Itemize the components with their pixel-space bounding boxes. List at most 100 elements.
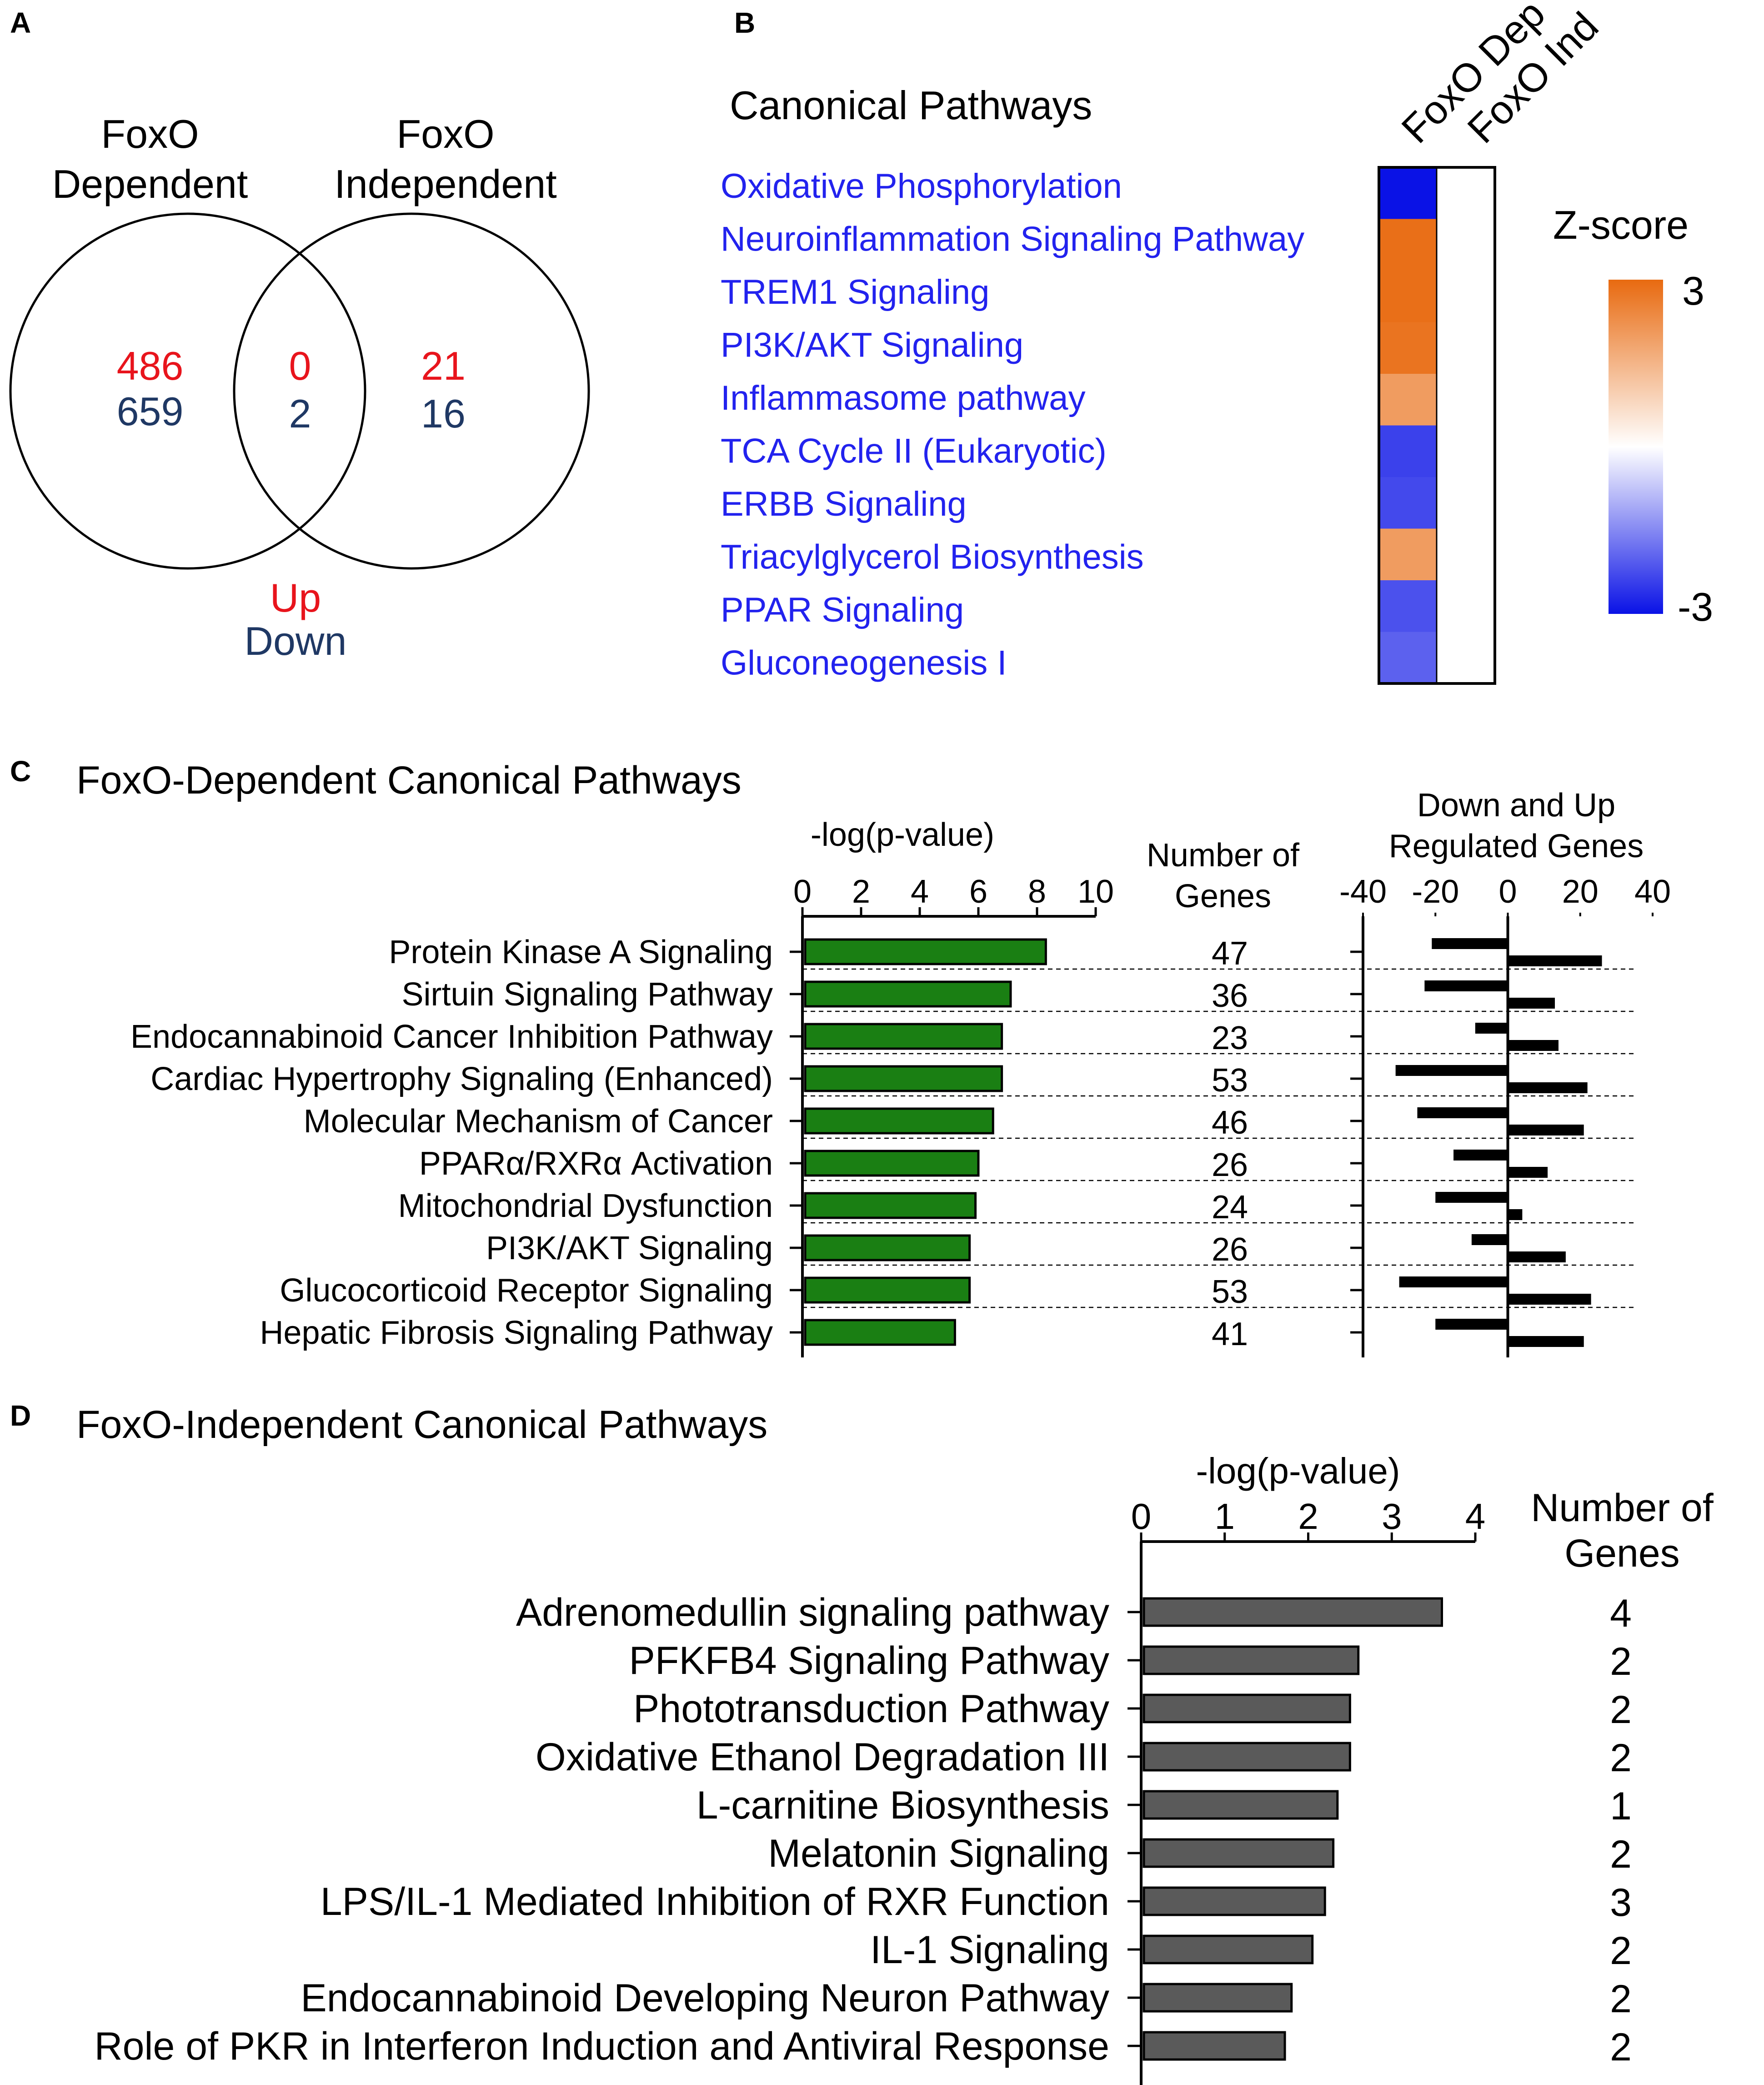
- heatmap-cell: [1437, 580, 1495, 632]
- panel-c-gene-count: 36: [1212, 978, 1248, 1014]
- panel-d-category-label: Endocannabinoid Developing Neuron Pathwa…: [301, 1976, 1109, 2020]
- panel-c-x-axis: 0 2 4 6 8 10: [793, 874, 1114, 1357]
- panel-d-gene-count: 2: [1610, 1977, 1632, 2021]
- panel-c-bar: [804, 1150, 980, 1177]
- panel-c-category-label: Mitochondrial Dysfunction: [398, 1188, 773, 1224]
- panel-c-up-bar: [1508, 1294, 1591, 1305]
- panel-c-bar: [804, 1276, 971, 1304]
- panel-d-category-label: L-carnitine Biosynthesis: [697, 1784, 1109, 1827]
- panel-c-gene-count: 26: [1212, 1231, 1248, 1268]
- zscore-max-label: 3: [1682, 268, 1704, 313]
- panel-letter-a: A: [10, 6, 31, 39]
- panel-c-gene-count: 53: [1212, 1274, 1248, 1310]
- panel-letter-c: C: [10, 755, 31, 788]
- panel-c-x-tick-label: 2: [852, 874, 870, 910]
- panel-d-axis-title: -log(p-value): [1196, 1451, 1400, 1491]
- panel-d-rows: Adrenomedullin signaling pathway 4 PFKFB4 …: [94, 1591, 1631, 2069]
- heatmap-cell: [1437, 271, 1495, 322]
- panel-d-category-label: IL-1 Signaling: [870, 1928, 1109, 1972]
- heatmap-cells: [1379, 167, 1495, 684]
- panel-c-gene-count: 26: [1212, 1147, 1248, 1183]
- panel-c-bar: [804, 1107, 994, 1135]
- panel-d-title: FoxO-Independent Canonical Pathways: [76, 1403, 767, 1447]
- heatmap-cell: [1379, 477, 1437, 529]
- panel-d-category-label: Phototransduction Pathway: [633, 1687, 1109, 1731]
- panel-c-up-bar: [1508, 1209, 1523, 1220]
- panel-c-down-bar: [1399, 1276, 1508, 1287]
- panel-c-category-label: Molecular Mechanism of Cancer: [304, 1103, 773, 1140]
- panel-d-bar: [1143, 1693, 1351, 1723]
- heatmap-cell: [1437, 374, 1495, 426]
- panel-c-regulated-chart: -40 -20 0 20 40: [802, 874, 1671, 1357]
- panel-c-down-bar: [1424, 980, 1508, 991]
- panel-c-category-label: Endocannabinoid Cancer Inhibition Pathwa…: [130, 1019, 773, 1055]
- panel-c-x-tick-label: 4: [911, 874, 929, 910]
- venn-left-circle: [9, 212, 366, 570]
- panel-d-bar: [1143, 1983, 1293, 2013]
- panel-c-category-label: Glucocorticoid Receptor Signaling: [280, 1272, 773, 1309]
- panel-d-gene-count: 2: [1610, 1736, 1632, 1780]
- panel-d-bar: [1143, 1934, 1314, 1964]
- heatmap-cell: [1379, 167, 1437, 219]
- panel-c-x-tick-label: 10: [1077, 874, 1114, 910]
- heatmap-cell: [1437, 322, 1495, 374]
- panel-c-title: FoxO-Dependent Canonical Pathways: [76, 759, 742, 802]
- panel-d-bar: [1143, 1790, 1339, 1820]
- panel-letter-d: D: [10, 1399, 31, 1432]
- panel-d-category-label: LPS/IL-1 Mediated Inhibition of RXR Func…: [321, 1880, 1109, 1924]
- panel-d-category-label: Oxidative Ethanol Degradation III: [536, 1735, 1109, 1779]
- panel-c-gene-count: 23: [1212, 1020, 1248, 1056]
- panel-c-reg-x-tick-label: -40: [1339, 874, 1387, 910]
- panel-c-genes-label-line2: Genes: [1175, 878, 1271, 914]
- venn-left-down-count: 659: [117, 389, 184, 434]
- panel-c-bar: [804, 938, 1047, 965]
- heatmap-row-label: PI3K/AKT Signaling: [721, 326, 1023, 365]
- panel-d-gene-count: 2: [1610, 1833, 1632, 1876]
- panel-c-bar: [804, 980, 1012, 1008]
- zscore-legend-title: Z-score: [1553, 202, 1689, 247]
- panel-c-category-label: PPARα/RXRα Activation: [419, 1145, 773, 1182]
- panel-d-gene-count: 2: [1610, 1640, 1632, 1683]
- panel-c-down-bar: [1417, 1107, 1508, 1118]
- panel-c-genes-label-line1: Number of: [1147, 837, 1300, 874]
- panel-c-up-bar: [1508, 1040, 1559, 1051]
- panel-d-bar: [1143, 1597, 1443, 1627]
- panel-b-heatmap: B Canonical Pathways Oxidative Phosphory…: [721, 0, 1713, 685]
- panel-c-regulated-label-line2: Regulated Genes: [1389, 828, 1644, 864]
- panel-d-bar: [1143, 1742, 1351, 1772]
- heatmap-cell: [1379, 219, 1437, 271]
- panel-c-regulated-label-line1: Down and Up: [1417, 787, 1615, 824]
- panel-d-bar: [1143, 2031, 1286, 2061]
- panel-c-down-bar: [1432, 938, 1508, 949]
- venn-right-title-line2: Independent: [334, 161, 556, 206]
- venn-left-title-line1: FoxO: [101, 111, 199, 156]
- heatmap-row-label: Oxidative Phosphorylation: [721, 167, 1122, 206]
- panel-d-gene-count: 2: [1610, 1929, 1632, 1973]
- heatmap-cell: [1379, 322, 1437, 374]
- panel-d-category-label: Adrenomedullin signaling pathway: [516, 1591, 1109, 1634]
- heatmap-row-label: Gluconeogenesis I: [721, 644, 1007, 683]
- panel-c-category-label: PI3K/AKT Signaling: [486, 1230, 773, 1266]
- panel-d-bar: [1143, 1838, 1335, 1868]
- venn-right-up-count: 21: [421, 343, 466, 388]
- panel-d-category-label: Melatonin Signaling: [768, 1832, 1109, 1875]
- panel-a-venn: A FoxO Dependent FoxO Independent 486 65…: [9, 6, 590, 663]
- venn-overlap-up-count: 0: [289, 343, 311, 388]
- panel-c-up-bar: [1508, 1167, 1548, 1178]
- panel-c-bar: [804, 1065, 1003, 1092]
- panel-c-category-label: Protein Kinase A Signaling: [389, 934, 773, 970]
- heatmap-cell: [1437, 477, 1495, 529]
- panel-c-bar: [804, 1192, 977, 1219]
- panel-c-reg-x-tick-label: 40: [1634, 874, 1671, 910]
- panel-c-up-bar: [1508, 955, 1602, 966]
- heatmap-title: Canonical Pathways: [730, 83, 1092, 128]
- panel-c-down-bar: [1435, 1192, 1508, 1203]
- panel-c-up-bar: [1508, 1125, 1584, 1135]
- heatmap-cell: [1379, 580, 1437, 632]
- panel-letter-b: B: [734, 6, 755, 39]
- heatmap-row-labels: Oxidative Phosphorylation Neuroinflammati…: [721, 167, 1304, 683]
- panel-c-rows: Protein Kinase A Signaling 47 Sirtuin Sign…: [130, 934, 1248, 1352]
- panel-c-up-bar: [1508, 1082, 1588, 1093]
- panel-d-x-axis: 0 1 2 3 4: [1131, 1496, 1485, 2085]
